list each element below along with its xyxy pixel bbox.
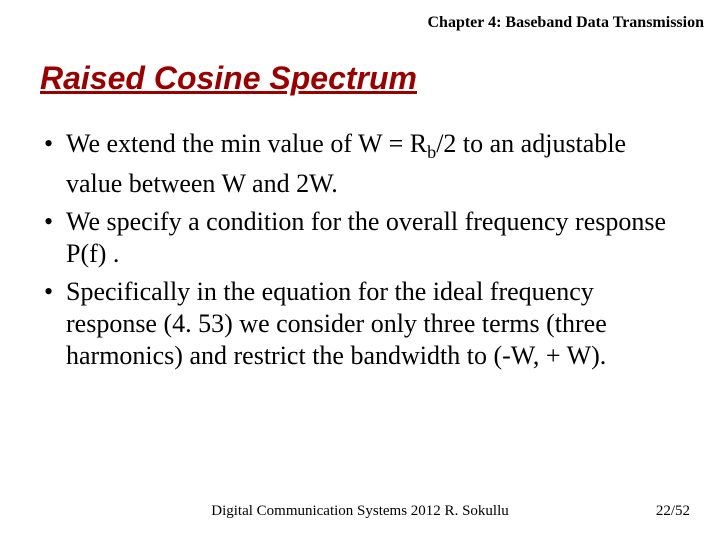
- chapter-header: Chapter 4: Baseband Data Transmission: [428, 14, 705, 32]
- footer-page-number: 22/52: [656, 503, 690, 520]
- bullet-item: We extend the min value of W = Rb/2 to a…: [40, 128, 680, 200]
- bullet-text: We extend the min value of W = R: [66, 129, 427, 158]
- footer-center: Digital Communication Systems 2012 R. So…: [0, 503, 720, 520]
- bullet-item: We specify a condition for the overall f…: [40, 206, 680, 270]
- bullet-list: We extend the min value of W = Rb/2 to a…: [40, 128, 680, 372]
- slide-title: Raised Cosine Spectrum: [40, 60, 417, 97]
- subscript-text: b: [427, 142, 436, 162]
- bullet-item: Specifically in the equation for the ide…: [40, 276, 680, 372]
- bullet-text: We specify a condition for the overall f…: [66, 207, 666, 268]
- bullet-text: Specifically in the equation for the ide…: [66, 277, 607, 370]
- slide-body: We extend the min value of W = Rb/2 to a…: [40, 128, 680, 378]
